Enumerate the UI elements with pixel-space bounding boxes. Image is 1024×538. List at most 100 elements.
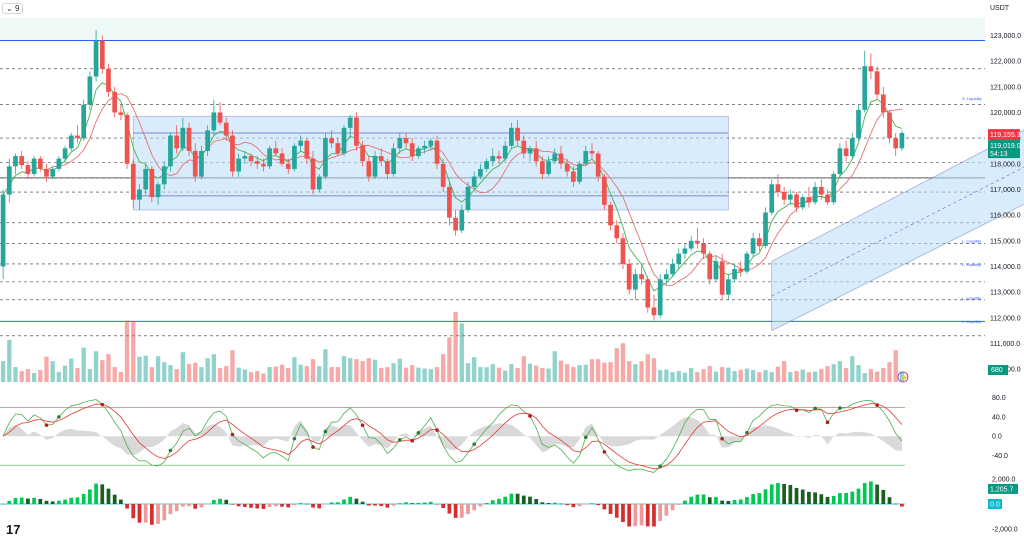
macd-hist-bar: [156, 504, 160, 524]
macd-hist-bar: [856, 488, 861, 504]
candle-body: [378, 156, 384, 162]
volume-bar: [819, 369, 824, 382]
volume-bar: [887, 362, 892, 382]
cross-dot: [658, 464, 662, 469]
volume-bar: [856, 365, 861, 382]
candle-body: [0, 194, 6, 267]
volume-bar: [565, 364, 570, 382]
candle-body: [106, 68, 111, 92]
price-tick-label: 120,000.0: [990, 110, 1021, 117]
macd-hist-bar: [242, 504, 247, 507]
candle-body: [552, 153, 558, 162]
macd-hist-bar: [459, 504, 464, 518]
volume-bar: [620, 343, 626, 382]
macd-hist-bar: [323, 504, 328, 505]
cross-dot: [57, 415, 61, 419]
macd-hist-bar: [348, 496, 353, 504]
volume-bar: [273, 366, 279, 382]
volume-bar: [732, 371, 737, 382]
candle-body: [366, 161, 372, 177]
candle-body: [806, 197, 812, 203]
macd-hist-bar: [559, 503, 563, 505]
volume-bar: [484, 367, 489, 382]
macd-hist-bar: [32, 497, 36, 504]
candle-body: [874, 71, 880, 95]
volume-bar: [583, 364, 588, 382]
macd-hist-bar: [205, 504, 210, 505]
candle-body: [682, 248, 688, 254]
volume-bar: [44, 356, 49, 382]
volume-bar: [124, 320, 130, 382]
volume-bar: [788, 372, 793, 382]
macd-hist-bar: [497, 498, 501, 504]
volume-bar: [757, 372, 762, 382]
candle-body: [385, 161, 390, 175]
macd-pane: [0, 481, 905, 527]
macd-hist-bar: [621, 504, 625, 523]
volume-bar: [478, 367, 483, 382]
volume-bar: [639, 361, 644, 382]
candle-body: [471, 176, 477, 187]
macd-hist-bar: [81, 493, 86, 504]
top-band: [0, 18, 985, 41]
macd-hist-bar: [385, 504, 390, 508]
candle-body: [831, 174, 837, 203]
candle-body: [447, 186, 452, 218]
macd-hist-bar: [7, 500, 12, 504]
candle-body: [180, 127, 186, 149]
volume-bar: [534, 365, 539, 382]
candle-body: [267, 148, 272, 167]
volume-bar: [614, 348, 619, 382]
candle-body: [484, 161, 489, 169]
volume-bar: [707, 366, 712, 382]
symbol-tag[interactable]: ⌄ 9: [2, 3, 24, 14]
volume-bar: [664, 369, 669, 382]
price-axis[interactable]: 123,000.0 122,000.0 121,000.0 120,000.0 119,…: [897, 5, 1021, 534]
volume-bar: [87, 369, 93, 382]
volume-bars: [0, 312, 905, 382]
candle-body: [130, 163, 136, 200]
cross-dot: [360, 423, 365, 428]
candle-body: [155, 184, 161, 198]
candle-body: [13, 156, 18, 167]
macd-hist-bar: [360, 501, 365, 504]
volume-bar: [738, 369, 743, 382]
volume-bar: [248, 372, 254, 382]
volume-bar: [397, 358, 402, 382]
candle-body: [112, 91, 118, 113]
macd-hist-bar: [373, 504, 377, 506]
macd-hist-bar: [900, 504, 904, 507]
volume-bar: [422, 368, 427, 382]
candle-body: [416, 148, 421, 157]
volume-bar: [317, 366, 322, 382]
macd-hist-bar: [813, 492, 817, 504]
macd-hist-bar: [807, 491, 811, 504]
volume-bar: [651, 358, 657, 382]
stochastic-pane: [0, 399, 905, 473]
volume-bar: [540, 368, 545, 382]
candle-body: [87, 76, 93, 105]
candle-body: [149, 168, 155, 198]
volume-bar: [168, 365, 173, 382]
candle-body: [25, 165, 31, 175]
volume-bar: [546, 368, 551, 382]
macd-hist-bar: [267, 504, 272, 507]
candle-body: [285, 163, 291, 169]
volume-bar: [825, 366, 830, 382]
candle-body: [236, 158, 242, 172]
volume-bar: [527, 363, 533, 382]
volume-bar: [38, 370, 43, 382]
volume-bar: [19, 371, 24, 382]
volume-bar: [0, 361, 6, 382]
volume-bar: [850, 356, 855, 382]
candle-body: [763, 212, 768, 246]
candle-body: [440, 163, 446, 187]
macd-hist-bar: [304, 503, 309, 505]
candle-body: [676, 253, 682, 264]
macd-hist-bar: [769, 484, 774, 504]
macd-hist-bar: [44, 500, 49, 504]
volume-bar: [149, 367, 155, 382]
candle-body: [794, 194, 799, 208]
volume-bar: [354, 359, 359, 382]
